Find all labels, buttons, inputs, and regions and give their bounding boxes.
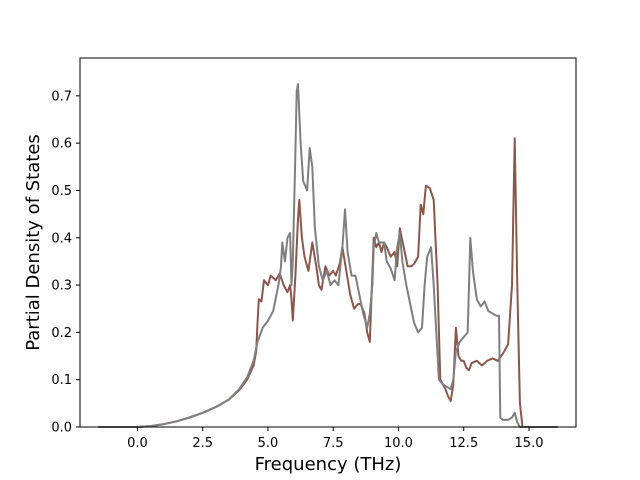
x-tick-label: 15.0 [515,436,544,451]
y-tick-label: 0.5 [51,184,72,199]
y-tick-label: 0.2 [51,326,72,341]
series-line-2 [98,83,558,428]
y-tick-label: 0.4 [51,231,72,246]
y-tick-label: 0.6 [51,137,72,152]
x-tick-label: 5.0 [258,436,279,451]
y-tick-label: 0.7 [51,89,72,104]
y-tick-label: 0.3 [51,279,72,294]
x-tick-label: 7.5 [323,436,344,451]
x-tick-label: 0.0 [127,436,148,451]
series-layer [98,83,558,428]
y-tick-label: 0.1 [51,373,72,388]
x-tick-label: 2.5 [192,436,213,451]
y-tick-label: 0.0 [51,421,72,436]
series-line-1 [98,137,558,428]
x-axis: 0.0 2.5 5.0 7.5 10.0 12.5 15.0 [127,427,543,451]
x-tick-label: 12.5 [449,436,478,451]
plot-frame [79,57,577,428]
x-axis-title: Frequency (THz) [255,454,402,475]
x-tick-label: 10.0 [384,436,413,451]
y-axis: 0.0 0.1 0.2 0.3 0.4 0.5 0.6 0.7 [51,89,80,436]
y-axis-title: Partial Density of States [23,134,44,351]
